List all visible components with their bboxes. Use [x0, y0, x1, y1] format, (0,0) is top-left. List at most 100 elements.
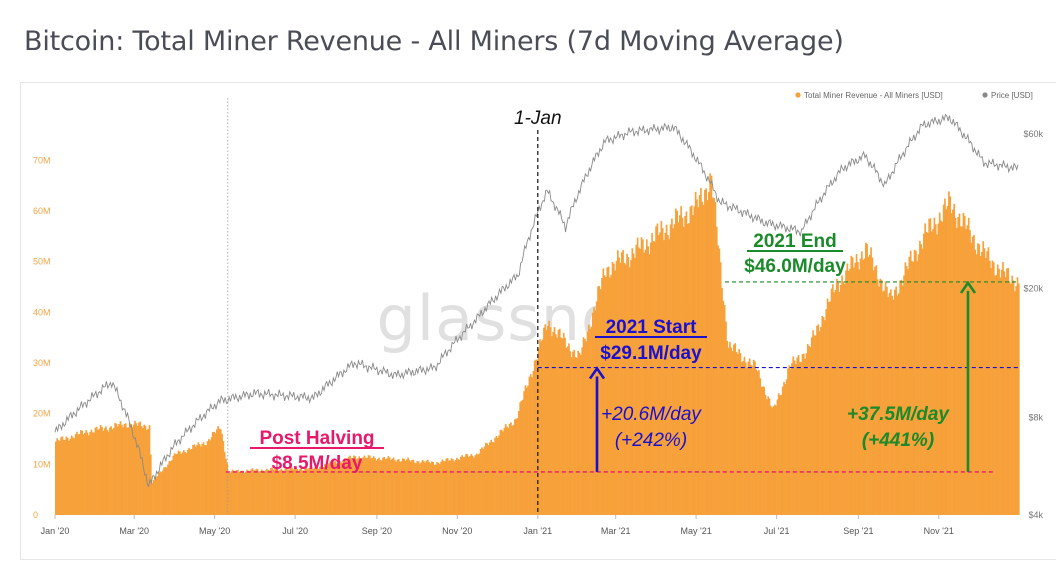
revenue-bar	[397, 459, 400, 515]
revenue-bar	[755, 369, 758, 515]
revenue-bar	[433, 464, 436, 515]
revenue-bar	[159, 471, 161, 515]
revenue-bar	[876, 279, 879, 515]
revenue-bar	[175, 454, 177, 515]
revenue-bar	[903, 275, 905, 515]
revenue-bar	[524, 385, 527, 515]
revenue-bar	[696, 199, 698, 515]
revenue-bar	[189, 449, 192, 515]
revenue-bar	[556, 337, 558, 515]
revenue-bar	[483, 446, 486, 515]
revenue-bar	[428, 462, 430, 515]
revenue-bar	[775, 405, 777, 515]
revenue-bar	[477, 454, 479, 515]
revenue-bar	[924, 223, 927, 516]
revenue-bar	[306, 469, 309, 515]
revenue-bar	[630, 260, 632, 515]
revenue-bar	[375, 460, 378, 515]
revenue-bar	[354, 456, 357, 515]
revenue-bar	[868, 254, 871, 516]
revenue-bar	[577, 350, 580, 515]
revenue-bar	[647, 246, 649, 515]
revenue-bar	[73, 438, 76, 515]
end-change-pct: (+441%)	[862, 430, 934, 451]
revenue-bar	[300, 468, 303, 515]
legend-revenue-label: Total Miner Revenue - All Miners [USD]	[804, 91, 943, 100]
revenue-bar	[652, 241, 655, 515]
revenue-bar	[660, 221, 663, 515]
revenue-bar	[548, 320, 551, 515]
revenue-bar	[434, 464, 437, 515]
revenue-bar	[219, 429, 222, 515]
revenue-bar	[644, 249, 647, 516]
revenue-bar	[574, 357, 577, 515]
revenue-bar	[738, 349, 740, 515]
revenue-bar	[362, 457, 365, 515]
revenue-bar	[462, 457, 465, 515]
revenue-bar	[328, 463, 330, 515]
revenue-bar	[288, 469, 291, 515]
revenue-bar	[374, 458, 376, 515]
revenue-bar	[665, 224, 668, 515]
start-change-pct: (+242%)	[615, 430, 687, 451]
y-left-tick-label: 40M	[33, 307, 51, 317]
revenue-bar	[913, 249, 916, 515]
revenue-bar	[168, 461, 171, 515]
revenue-bar	[583, 338, 586, 515]
revenue-bar	[659, 232, 661, 515]
revenue-bar	[185, 453, 188, 515]
revenue-bar	[938, 212, 941, 515]
revenue-bar	[222, 441, 225, 515]
revenue-bar	[198, 444, 201, 515]
revenue-bar	[277, 471, 280, 515]
revenue-bar	[511, 425, 514, 515]
revenue-bar	[151, 483, 153, 515]
revenue-bar	[124, 423, 127, 515]
revenue-bar	[190, 448, 193, 515]
revenue-bar	[987, 247, 990, 516]
revenue-bar	[756, 371, 759, 515]
revenue-bar	[990, 268, 992, 515]
revenue-bar	[849, 268, 851, 515]
revenue-bar	[1008, 281, 1011, 515]
revenue-bar	[841, 275, 843, 515]
revenue-bar	[957, 217, 959, 515]
revenue-bar	[988, 260, 991, 515]
revenue-bar	[110, 426, 113, 515]
revenue-bar	[833, 292, 835, 515]
revenue-bar	[718, 248, 721, 515]
revenue-bar	[405, 459, 408, 515]
revenue-bar	[84, 433, 86, 515]
revenue-bar	[230, 471, 233, 515]
revenue-bar	[386, 458, 388, 515]
revenue-bar	[64, 439, 66, 515]
revenue-bar	[648, 254, 651, 515]
revenue-bar	[494, 437, 496, 515]
revenue-bar	[429, 463, 432, 515]
revenue-bar	[424, 462, 427, 515]
revenue-bar	[791, 363, 793, 515]
revenue-bar	[432, 461, 434, 515]
revenue-bar	[495, 435, 498, 515]
revenue-bar	[172, 455, 175, 515]
revenue-bar	[837, 282, 839, 515]
revenue-bar	[217, 426, 219, 515]
revenue-bar	[744, 362, 747, 515]
revenue-bar	[863, 258, 866, 515]
revenue-bar	[409, 461, 412, 515]
revenue-bar	[866, 244, 868, 515]
revenue-bar	[557, 329, 560, 515]
revenue-bar	[400, 461, 403, 515]
revenue-bar	[676, 210, 678, 515]
revenue-bar	[252, 470, 255, 515]
y-left-tick-label: 50M	[33, 257, 51, 267]
revenue-bar	[213, 431, 215, 515]
revenue-bar	[954, 217, 957, 515]
revenue-bar	[767, 396, 770, 515]
revenue-bar	[835, 278, 838, 515]
revenue-bar	[82, 434, 85, 515]
revenue-bar	[551, 336, 553, 515]
revenue-bar	[276, 468, 279, 515]
revenue-bar	[165, 467, 168, 515]
revenue-bar	[446, 458, 449, 515]
